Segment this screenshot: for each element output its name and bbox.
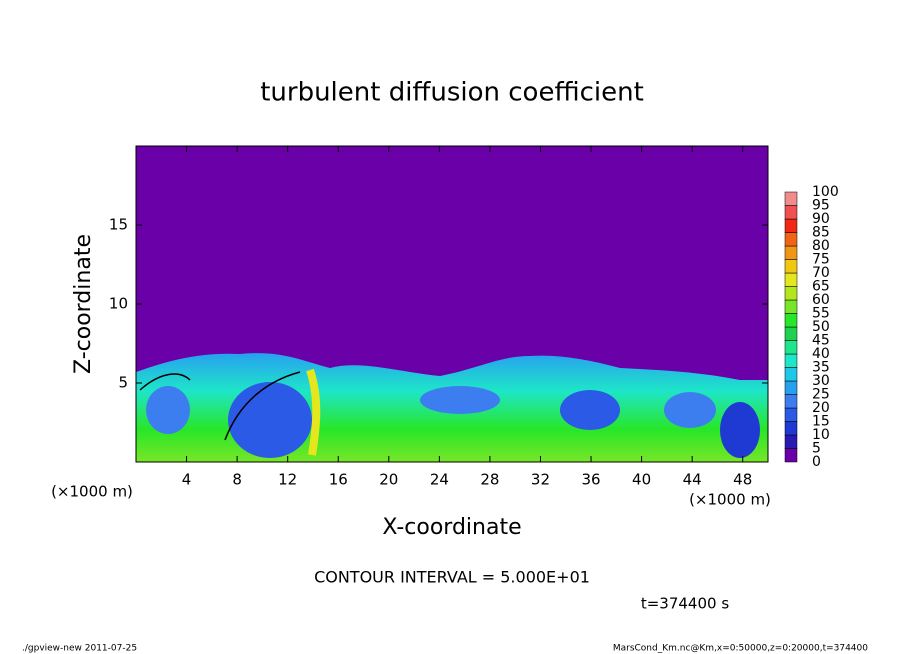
x-tick-label: 36 (581, 471, 600, 489)
colorbar-box (784, 421, 798, 436)
colorbar-label: 50 (812, 319, 830, 335)
colorbar-box (784, 326, 798, 341)
colorbar-label: 60 (812, 292, 830, 308)
colorbar-label: 5 (812, 441, 821, 457)
x-tick-label: 4 (182, 471, 192, 489)
colorbar-box (784, 218, 798, 233)
x-tick-label: 32 (531, 471, 550, 489)
x-tick-label: 20 (379, 471, 398, 489)
x-tick-label: 16 (329, 471, 348, 489)
colorbar-label: 80 (812, 238, 830, 254)
footer-right: MarsCond_Km.nc@Km,x=0:50000,z=0:20000,t=… (613, 644, 868, 654)
colorbar-box (784, 286, 798, 301)
colorbar-box (784, 448, 798, 463)
colorbar-box (784, 232, 798, 247)
colorbar-box (784, 367, 798, 382)
colorbar-label: 85 (812, 225, 830, 241)
x-tick-label: 48 (733, 471, 752, 489)
colorbar-label: 65 (812, 279, 830, 295)
colorbar-label: 15 (812, 414, 830, 430)
colorbar-label: 10 (812, 427, 830, 443)
x-tick-label: 44 (683, 471, 702, 489)
x-unit: (×1000 m) (689, 491, 771, 509)
colorbar-box (784, 394, 798, 409)
y-tick-label: 10 (109, 295, 128, 313)
colorbar-box (784, 205, 798, 220)
x-tick-label: 40 (632, 471, 651, 489)
time-label: t=374400 s (641, 595, 729, 613)
colorbar-label: 25 (812, 387, 830, 403)
colorbar-box (784, 245, 798, 260)
colorbar-label: 70 (812, 265, 830, 281)
x-tick-label: 12 (278, 471, 297, 489)
x-axis-label: X-coordinate (382, 515, 521, 540)
y-tick-label: 5 (118, 374, 128, 392)
y-unit: (×1000 m) (51, 483, 133, 501)
colorbar-label: 35 (812, 360, 830, 376)
colorbar-label: 40 (812, 346, 830, 362)
colorbar-label: 75 (812, 252, 830, 268)
chart-title: turbulent diffusion coefficient (260, 78, 644, 108)
colorbar-label: 100 (812, 184, 839, 200)
colorbar-box (784, 259, 798, 274)
colorbar-label: 45 (812, 333, 830, 349)
colorbar-box (784, 191, 798, 206)
x-tick-label: 28 (480, 471, 499, 489)
colorbar-label: 20 (812, 400, 830, 416)
y-axis-label: Z-coordinate (71, 234, 96, 374)
field (136, 353, 768, 462)
colorbar-label: 95 (812, 198, 830, 214)
colorbar-box (784, 407, 798, 422)
colorbar-box (784, 299, 798, 314)
colorbar-label: 55 (812, 306, 830, 322)
y-tick-label: 15 (109, 216, 128, 234)
colorbar-box (784, 380, 798, 395)
colorbar-box (784, 434, 798, 449)
colorbar-label: 0 (812, 454, 821, 470)
contour-note: CONTOUR INTERVAL = 5.000E+01 (314, 568, 590, 587)
colorbar-box (784, 353, 798, 368)
colorbar-label: 90 (812, 211, 830, 227)
colorbar-label: 30 (812, 373, 830, 389)
colorbar-box (784, 340, 798, 355)
x-tick-label: 24 (430, 471, 449, 489)
footer-left: ./gpview-new 2011-07-25 (22, 644, 137, 654)
x-tick-label: 8 (232, 471, 242, 489)
colorbar-box (784, 313, 798, 328)
colorbar-box (784, 272, 798, 287)
